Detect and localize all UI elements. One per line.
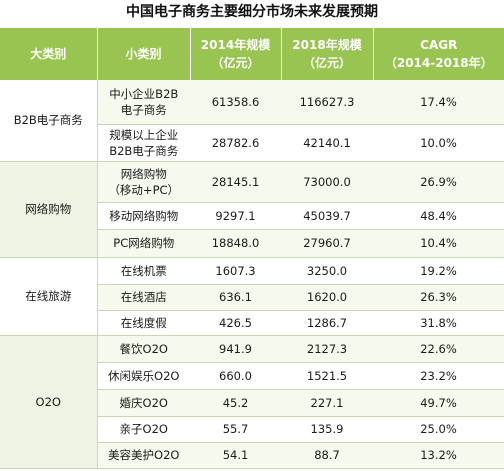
value-2018-cell: 3250.0 — [281, 257, 373, 285]
subcategory-line1: 餐饮O2O — [119, 341, 168, 356]
subcategory-cell: 在线度假 — [97, 310, 190, 336]
value-2014-cell: 54.1 — [190, 442, 281, 469]
subcategory-line1: PC网络购物 — [113, 236, 175, 250]
subcategory-line2: （移动+PC） — [108, 182, 180, 197]
subcategory-line1: 在线机票 — [120, 263, 167, 278]
cagr-cell: 10.4% — [373, 229, 504, 258]
subcategory-line1: 移动网络购物 — [109, 208, 179, 223]
subcategory-line1: 中小企业B2B — [109, 86, 179, 101]
subcategory-line1: 美容美护O2O — [108, 448, 180, 462]
subcategory-cell: 规模以上企业 B2B电子商务 — [97, 124, 190, 162]
value-2018-cell: 2127.3 — [281, 335, 373, 363]
subcategory-line1: 婚庆O2O — [119, 395, 168, 410]
cagr-cell: 25.0% — [373, 416, 504, 443]
value-2018-cell: 1521.5 — [281, 362, 373, 390]
subcategory-cell: 网络购物 （移动+PC） — [97, 161, 190, 203]
cagr-cell: 26.9% — [373, 161, 504, 203]
header-2018-size: 2018年规模 （亿元） — [281, 28, 374, 80]
value-2018-cell: 116627.3 — [281, 80, 373, 125]
value-2018-cell: 45039.7 — [281, 202, 373, 230]
value-2014-cell: 660.0 — [190, 362, 281, 390]
cagr-cell: 19.2% — [373, 257, 504, 285]
header-2014-size: 2014年规模 （亿元） — [190, 28, 282, 80]
table-row: 亲子O2O 55.7 135.9 25.0% — [0, 416, 504, 443]
value-2014-cell: 28145.1 — [190, 161, 281, 203]
market-table: 大类别 小类别 2014年规模 （亿元） 2018年规模 （亿元） CAGR （201… — [0, 28, 504, 469]
cagr-cell: 49.7% — [373, 389, 504, 417]
value-2018-cell: 42140.1 — [281, 124, 373, 162]
subcategory-cell: 在线机票 — [97, 257, 190, 285]
subcategory-cell: 婚庆O2O — [97, 389, 190, 417]
value-2018-cell: 73000.0 — [281, 161, 373, 203]
header-category: 大类别 — [0, 28, 98, 80]
subcategory-cell: 休闲娱乐O2O — [97, 362, 190, 390]
cagr-cell: 26.3% — [373, 284, 504, 311]
header-subcategory: 小类别 — [97, 28, 191, 80]
table-row: 移动网络购物 9297.1 45039.7 48.4% — [0, 202, 504, 230]
cagr-cell: 31.8% — [373, 310, 504, 336]
header-cagr: CAGR （2014-2018年） — [373, 28, 504, 80]
value-2018-cell: 1286.7 — [281, 310, 373, 336]
category-cell: O2O — [0, 335, 98, 469]
table-row: 美容美护O2O 54.1 88.7 13.2% — [0, 442, 504, 469]
category-cell: 网络购物 — [0, 161, 98, 258]
cagr-cell: 22.6% — [373, 335, 504, 363]
subcategory-line1: 在线度假 — [120, 315, 167, 330]
subcategory-line1: 规模以上企业 — [109, 127, 179, 142]
subcategory-cell: PC网络购物 — [97, 229, 190, 258]
table-row: 婚庆O2O 45.2 227.1 49.7% — [0, 389, 504, 417]
subcategory-line1: 网络购物 — [120, 166, 167, 181]
value-2014-cell: 941.9 — [190, 335, 281, 363]
value-2014-cell: 61358.6 — [190, 80, 281, 125]
subcategory-cell: 美容美护O2O — [97, 442, 190, 469]
value-2014-cell: 426.5 — [190, 310, 281, 336]
table-row: O2O 餐饮O2O 941.9 2127.3 22.6% — [0, 335, 504, 469]
value-2018-cell: 135.9 — [281, 416, 373, 443]
table-row: 在线度假 426.5 1286.7 31.8% — [0, 310, 504, 336]
table-row: B2B电子商务 中小企业B2B 电子商务 61358.6 116627.3 17.4% — [0, 80, 504, 162]
value-2014-cell: 1607.3 — [190, 257, 281, 285]
table-row: 在线酒店 636.1 1620.0 26.3% — [0, 284, 504, 311]
value-2018-cell: 27960.7 — [281, 229, 373, 258]
subcategory-cell: 餐饮O2O — [97, 335, 190, 363]
cagr-cell: 23.2% — [373, 362, 504, 390]
subcategory-line1: 在线酒店 — [120, 290, 167, 304]
value-2014-cell: 45.2 — [190, 389, 281, 417]
value-2014-cell: 55.7 — [190, 416, 281, 443]
subcategory-cell: 亲子O2O — [97, 416, 190, 443]
cagr-cell: 13.2% — [373, 442, 504, 469]
table-row: 休闲娱乐O2O 660.0 1521.5 23.2% — [0, 362, 504, 390]
header-row: 大类别 小类别 2014年规模 （亿元） 2018年规模 （亿元） CAGR （201… — [0, 28, 504, 80]
table-row: 规模以上企业 B2B电子商务 28782.6 42140.1 10.0% — [0, 124, 504, 162]
value-2018-cell: 88.7 — [281, 442, 373, 469]
cagr-cell: 48.4% — [373, 202, 504, 230]
value-2014-cell: 9297.1 — [190, 202, 281, 230]
value-2014-cell: 18848.0 — [190, 229, 281, 258]
subcategory-line2: 电子商务 — [120, 102, 167, 117]
category-cell: 在线旅游 — [0, 257, 98, 336]
subcategory-line1: 休闲娱乐O2O — [108, 368, 180, 383]
value-2018-cell: 1620.0 — [281, 284, 373, 311]
category-cell: B2B电子商务 — [0, 80, 98, 162]
page-title: 中国电子商务主要细分市场未来发展预期 — [126, 4, 378, 20]
value-2014-cell: 636.1 — [190, 284, 281, 311]
value-2014-cell: 28782.6 — [190, 124, 281, 162]
cagr-cell: 17.4% — [373, 80, 504, 125]
table-row: 网络购物 网络购物 （移动+PC） 28145.1 73000.0 26.9% — [0, 161, 504, 258]
value-2018-cell: 227.1 — [281, 389, 373, 417]
subcategory-cell: 移动网络购物 — [97, 202, 190, 230]
subcategory-cell: 中小企业B2B 电子商务 — [97, 80, 190, 125]
cagr-cell: 10.0% — [373, 124, 504, 162]
subcategory-cell: 在线酒店 — [97, 284, 190, 311]
subcategory-line2: B2B电子商务 — [109, 143, 179, 158]
subcategory-line1: 亲子O2O — [119, 422, 168, 436]
table-row: 在线旅游 在线机票 1607.3 3250.0 19.2% — [0, 257, 504, 336]
table-row: PC网络购物 18848.0 27960.7 10.4% — [0, 229, 504, 258]
